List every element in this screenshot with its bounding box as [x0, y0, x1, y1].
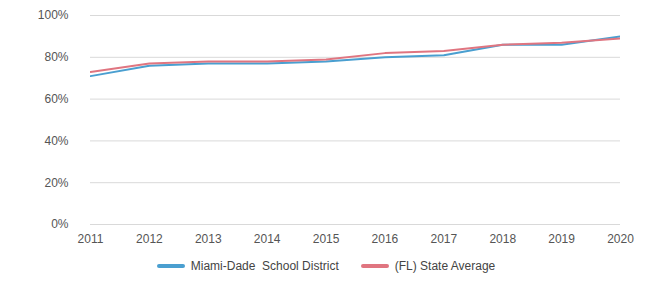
svg-text:2017: 2017	[430, 232, 457, 246]
svg-text:2020: 2020	[607, 232, 634, 246]
svg-text:80%: 80%	[44, 50, 68, 64]
html-text:(FL) State Average: (FL) State Average	[394, 259, 496, 273]
svg-text:2015: 2015	[313, 232, 340, 246]
svg-text:20%: 20%	[44, 176, 68, 190]
svg-text:0%: 0%	[51, 217, 69, 231]
svg-text:2012: 2012	[136, 232, 163, 246]
html-text:Miami-Dade School District: Miami-Dade School District	[190, 259, 339, 273]
svg-text:100%: 100%	[38, 8, 69, 22]
svg-text:2013: 2013	[195, 232, 222, 246]
svg-text:60%: 60%	[44, 92, 68, 106]
svg-text:2016: 2016	[372, 232, 399, 246]
svg-text:2014: 2014	[254, 232, 281, 246]
svg-text:2018: 2018	[489, 232, 516, 246]
svg-text:2019: 2019	[548, 232, 575, 246]
svg-text:40%: 40%	[44, 134, 68, 148]
svg-text:2011: 2011	[78, 232, 104, 246]
